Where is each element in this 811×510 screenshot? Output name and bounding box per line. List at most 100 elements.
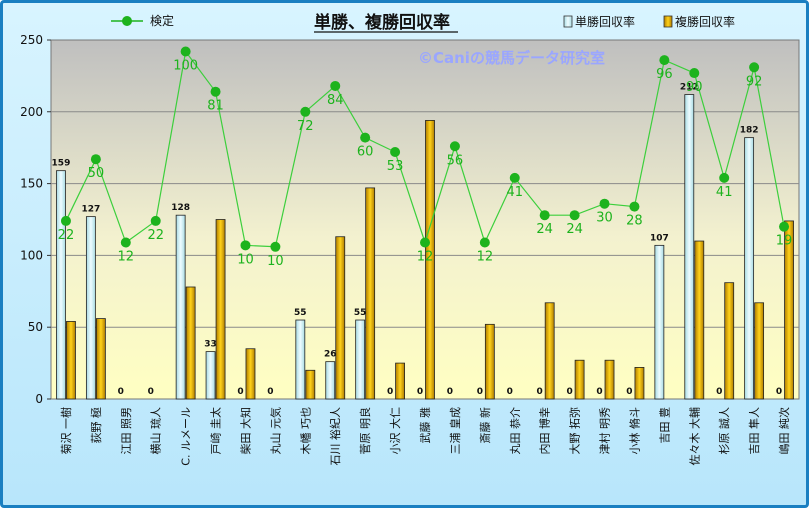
bar-fukusho [395, 362, 405, 400]
kentei-label: 90 [686, 80, 703, 95]
kentei-label: 41 [716, 185, 733, 200]
data-label-tansho: 0 [447, 387, 453, 397]
kentei-label: 53 [387, 159, 404, 174]
bar-fukusho [634, 367, 645, 400]
kentei-label: 100 [173, 58, 198, 73]
legend: 検定 単勝回収率 複勝回収率 [111, 13, 735, 29]
category-labels: 菊沢 一樹 荻野 極 江田 照男 横山 琉人 C. ルメール 戸崎 圭太 柴田 大知 丸山 元… [59, 407, 791, 466]
category-label: 大野 拓弥 [568, 407, 582, 455]
category-label: 三浦 皇成 [448, 407, 462, 455]
kentei-point [240, 240, 251, 251]
kentei-point [360, 132, 371, 143]
bar-tansho [175, 214, 186, 400]
bar-fukusho [66, 321, 76, 400]
kentei-label: 72 [297, 119, 314, 134]
category-label: 石川 裕紀人 [329, 407, 342, 466]
kentei-label: 96 [656, 67, 673, 82]
kentei-point [689, 68, 700, 79]
data-label-tansho: 0 [626, 387, 632, 397]
bar-fukusho [784, 220, 794, 400]
kentei-point [300, 106, 311, 117]
data-label-tansho: 55 [294, 308, 307, 318]
bar-tansho [325, 361, 336, 400]
kentei-point [479, 237, 490, 248]
legend-dot-marker [122, 16, 132, 26]
kentei-point [60, 215, 71, 226]
kentei-label: 30 [596, 211, 613, 226]
kentei-label: 19 [776, 234, 793, 249]
data-label-tansho: 0 [537, 387, 543, 397]
data-label-tansho: 159 [52, 159, 71, 169]
data-label-tansho: 0 [507, 387, 513, 397]
data-label-tansho: 0 [267, 387, 273, 397]
data-label-tansho: 107 [650, 233, 669, 243]
kentei-point [420, 237, 430, 248]
bar-fukusho [724, 282, 735, 400]
bar-fukusho [185, 286, 196, 400]
kentei-point [569, 210, 580, 221]
kentei-point [509, 172, 520, 183]
kentei-point [210, 86, 221, 97]
kentei-point [390, 147, 401, 158]
category-label: 杉原 誠人 [717, 407, 731, 455]
bar-tansho [85, 216, 96, 400]
kentei-label: 84 [327, 93, 344, 108]
legend-label-kentei: 検定 [150, 13, 174, 28]
kentei-label: 92 [746, 74, 763, 89]
kentei-label: 24 [566, 222, 583, 237]
line-group: 22 50 12 22 100 81 10 10 72 84 60 53 12 56 12 41 24 24 30 2… [58, 46, 793, 269]
y-tick-label: 250 [20, 33, 43, 47]
bar-tansho [205, 351, 216, 400]
category-label: 嶋田 純次 [777, 407, 791, 455]
kentei-point [120, 237, 131, 248]
data-label-tansho: 212 [680, 83, 699, 93]
grid-lines [51, 111, 799, 328]
plot-area [50, 39, 800, 400]
data-label-tansho: 182 [740, 126, 759, 136]
category-label: C. ルメール [180, 407, 193, 466]
bar-tansho [744, 137, 755, 400]
category-label: 菅原 明良 [358, 407, 372, 455]
kentei-label: 28 [626, 214, 643, 229]
legend-label-fukusho: 複勝回収率 [675, 14, 735, 29]
legend-item-kentei: 検定 [111, 13, 174, 28]
category-label: 木幡 巧也 [298, 407, 312, 455]
kentei-point [330, 80, 341, 91]
data-label-tansho: 0 [237, 387, 243, 397]
data-label-tansho: 33 [204, 340, 217, 350]
data-label-tansho: 26 [324, 350, 337, 360]
legend-item-tansho: 単勝回収率 [563, 14, 635, 29]
bar-fukusho [425, 120, 435, 400]
category-label: 小沢 大仁 [388, 407, 402, 455]
bar-tansho [56, 170, 66, 400]
y-tick-label: 0 [35, 392, 43, 406]
kentei-point [659, 55, 670, 66]
kentei-label: 10 [237, 252, 254, 267]
bar-fukusho [215, 219, 226, 400]
kentei-label: 24 [536, 222, 553, 237]
kentei-label: 81 [207, 99, 224, 114]
category-label: 内田 博幸 [538, 407, 552, 455]
category-label: 菊沢 一樹 [59, 407, 73, 455]
data-label-tansho: 0 [417, 387, 423, 397]
kentei-label: 12 [477, 249, 494, 264]
legend-swatch-tansho [563, 15, 573, 28]
category-label: 戸崎 圭太 [209, 407, 223, 455]
category-label: 小林 脩斗 [627, 407, 641, 455]
kentei-label: 56 [447, 153, 464, 168]
bar-fukusho [604, 359, 615, 400]
category-label: 丸田 恭介 [509, 407, 522, 455]
kentei-label: 12 [417, 249, 434, 264]
category-label: 津村 明秀 [598, 407, 612, 455]
chart-title: 単勝、複勝回収率 [314, 12, 450, 33]
kentei-point [599, 198, 610, 209]
bar-tansho [654, 244, 665, 400]
kentei-label: 10 [267, 254, 284, 269]
category-label: 江田 照男 [120, 407, 133, 455]
category-label: 横山 琉人 [149, 407, 163, 455]
y-axis: 0 50 100 150 200 250 [20, 33, 51, 406]
bar-fukusho [365, 187, 376, 400]
legend-label-tansho: 単勝回収率 [575, 14, 635, 29]
kentei-label: 50 [88, 166, 105, 181]
